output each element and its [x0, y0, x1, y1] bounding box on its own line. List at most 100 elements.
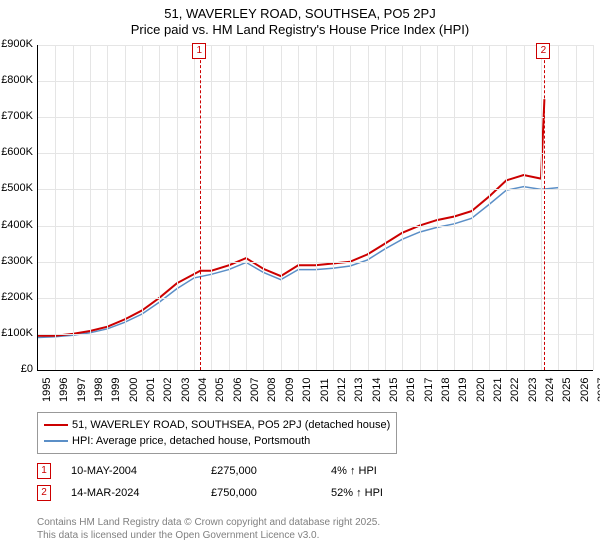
legend-label: HPI: Average price, detached house, Port… — [72, 435, 310, 447]
legend-swatch — [44, 440, 68, 442]
y-tick-label: £100K — [0, 327, 33, 339]
gridline-v — [402, 45, 403, 370]
copyright: Contains HM Land Registry data © Crown c… — [37, 516, 380, 542]
title-line2: Price paid vs. HM Land Registry's House … — [0, 22, 600, 37]
gridline-v — [177, 45, 178, 370]
transaction-diff: 52% ↑ HPI — [331, 487, 383, 499]
x-tick-label: 2012 — [336, 378, 348, 402]
x-tick-label: 2025 — [561, 378, 573, 402]
y-tick-label: £700K — [0, 110, 33, 122]
gridline-v — [524, 45, 525, 370]
transaction-marker: 1 — [37, 463, 51, 479]
gridline-v — [263, 45, 264, 370]
x-tick-label: 2001 — [145, 378, 157, 402]
plot-area — [37, 45, 593, 371]
gridline-v — [472, 45, 473, 370]
legend-row: HPI: Average price, detached house, Port… — [44, 433, 390, 449]
x-tick-label: 2008 — [266, 378, 278, 402]
marker-box: 1 — [192, 43, 206, 59]
gridline-v — [142, 45, 143, 370]
marker-box: 2 — [536, 43, 550, 59]
gridline-v — [558, 45, 559, 370]
y-tick-label: £900K — [0, 38, 33, 50]
gridline-v — [125, 45, 126, 370]
gridline-v — [159, 45, 160, 370]
copyright-line2: This data is licensed under the Open Gov… — [37, 529, 380, 542]
transaction-row: 1 10-MAY-2004£275,0004% ↑ HPI — [37, 460, 383, 482]
transaction-row: 2 14-MAR-2024£750,00052% ↑ HPI — [37, 482, 383, 504]
legend: 51, WAVERLEY ROAD, SOUTHSEA, PO5 2PJ (de… — [37, 412, 397, 454]
gridline-v — [281, 45, 282, 370]
x-tick-label: 2019 — [457, 378, 469, 402]
x-tick-label: 2011 — [319, 378, 331, 402]
y-tick-label: £200K — [0, 291, 33, 303]
x-tick-label: 2002 — [162, 378, 174, 402]
gridline-v — [420, 45, 421, 370]
x-tick-label: 1998 — [93, 378, 105, 402]
title-line1: 51, WAVERLEY ROAD, SOUTHSEA, PO5 2PJ — [0, 6, 600, 21]
transaction-date: 10-MAY-2004 — [71, 465, 211, 477]
gridline-v — [576, 45, 577, 370]
gridline-v — [194, 45, 195, 370]
transaction-price: £275,000 — [211, 465, 331, 477]
gridline-v — [55, 45, 56, 370]
y-tick-label: £600K — [0, 146, 33, 158]
x-tick-label: 2005 — [214, 378, 226, 402]
x-tick-label: 2018 — [440, 378, 452, 402]
transaction-table: 1 10-MAY-2004£275,0004% ↑ HPI 2 14-MAR-2024… — [37, 460, 383, 504]
x-tick-label: 2027 — [596, 378, 600, 402]
x-tick-label: 2026 — [579, 378, 591, 402]
y-tick-label: £0 — [0, 363, 33, 375]
x-tick-label: 2007 — [249, 378, 261, 402]
y-tick-label: £400K — [0, 219, 33, 231]
transaction-date: 14-MAR-2024 — [71, 487, 211, 499]
gridline-v — [454, 45, 455, 370]
y-tick-label: £800K — [0, 74, 33, 86]
gridline-v — [385, 45, 386, 370]
x-tick-label: 2021 — [492, 378, 504, 402]
x-tick-label: 2004 — [197, 378, 209, 402]
x-tick-label: 2024 — [544, 378, 556, 402]
x-tick-label: 1997 — [76, 378, 88, 402]
gridline-v — [73, 45, 74, 370]
gridline-v — [211, 45, 212, 370]
y-tick-label: £500K — [0, 182, 33, 194]
gridline-v — [298, 45, 299, 370]
gridline-v — [316, 45, 317, 370]
series-property — [38, 99, 544, 336]
y-tick-label: £300K — [0, 255, 33, 267]
gridline-v — [506, 45, 507, 370]
gridline-v — [90, 45, 91, 370]
x-tick-label: 2015 — [388, 378, 400, 402]
chart-container: 51, WAVERLEY ROAD, SOUTHSEA, PO5 2PJ Pri… — [0, 0, 600, 560]
gridline-v — [541, 45, 542, 370]
legend-swatch — [44, 424, 68, 426]
gridline-v — [489, 45, 490, 370]
gridline-v — [437, 45, 438, 370]
x-tick-label: 2010 — [301, 378, 313, 402]
x-tick-label: 1995 — [41, 378, 53, 402]
legend-label: 51, WAVERLEY ROAD, SOUTHSEA, PO5 2PJ (de… — [72, 419, 390, 431]
x-tick-label: 2013 — [353, 378, 365, 402]
copyright-line1: Contains HM Land Registry data © Crown c… — [37, 516, 380, 529]
x-tick-label: 2014 — [371, 378, 383, 402]
x-tick-label: 2016 — [405, 378, 417, 402]
x-tick-label: 2006 — [232, 378, 244, 402]
gridline-v — [593, 45, 594, 370]
transaction-diff: 4% ↑ HPI — [331, 465, 377, 477]
x-tick-label: 2003 — [180, 378, 192, 402]
legend-row: 51, WAVERLEY ROAD, SOUTHSEA, PO5 2PJ (de… — [44, 417, 390, 433]
x-tick-label: 2022 — [509, 378, 521, 402]
x-tick-label: 2009 — [284, 378, 296, 402]
gridline-v — [333, 45, 334, 370]
transaction-price: £750,000 — [211, 487, 331, 499]
transaction-marker: 2 — [37, 485, 51, 501]
gridline-v — [350, 45, 351, 370]
gridline-v — [107, 45, 108, 370]
marker-line — [200, 45, 201, 370]
x-tick-label: 2000 — [128, 378, 140, 402]
x-tick-label: 2020 — [475, 378, 487, 402]
x-tick-label: 1999 — [110, 378, 122, 402]
x-tick-label: 2017 — [423, 378, 435, 402]
x-tick-label: 2023 — [527, 378, 539, 402]
